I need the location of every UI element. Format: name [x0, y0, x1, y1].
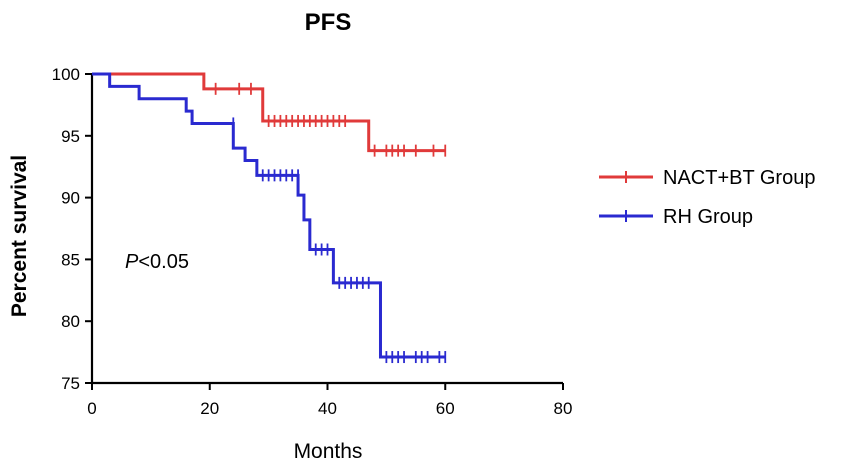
x-tick-label: 40: [318, 399, 337, 418]
x-tick-label: 60: [436, 399, 455, 418]
legend-item-nactbt: NACT+BT Group: [599, 167, 815, 189]
y-tick-label: 85: [61, 250, 80, 269]
y-tick-label: 90: [61, 189, 80, 208]
survival-curve-nactbt: [92, 72, 446, 153]
x-tick-label: 80: [554, 399, 573, 418]
legend-item-rh: RH Group: [599, 206, 753, 228]
p-value-italic: P: [125, 251, 139, 273]
axis-ticks: 0 20 40 60 80 75 80 85 90 95 100: [52, 65, 573, 418]
x-tick-label: 20: [200, 399, 219, 418]
y-axis-label: Percent survival: [8, 155, 31, 317]
survival-curve-rh: [92, 72, 446, 359]
y-tick-label: 100: [52, 65, 80, 84]
series-layer: [92, 72, 447, 364]
legend: NACT+BT Group RH Group: [599, 167, 815, 228]
y-tick-label: 95: [61, 127, 80, 146]
y-tick-label: 75: [61, 374, 80, 393]
chart-title: PFS: [305, 9, 352, 36]
legend-label-rh: RH Group: [663, 206, 753, 228]
p-value-rest: <0.05: [138, 251, 189, 273]
legend-label-nactbt: NACT+BT Group: [663, 167, 815, 189]
x-axis-label: Months: [294, 440, 363, 463]
p-value-annotation: P<0.05: [125, 251, 189, 273]
x-tick-label: 0: [87, 399, 96, 418]
y-tick-label: 80: [61, 312, 80, 331]
